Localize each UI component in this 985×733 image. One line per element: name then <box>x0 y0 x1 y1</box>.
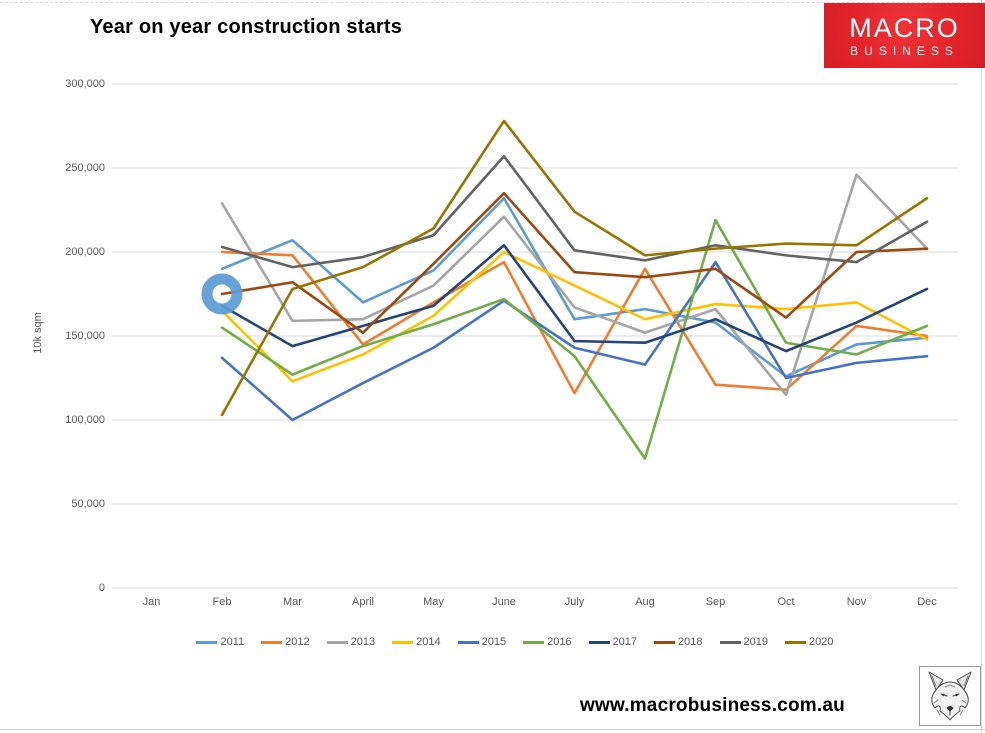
website-url[interactable]: www.macrobusiness.com.au <box>580 695 845 716</box>
legend-item-2012: 2012 <box>261 636 310 648</box>
x-tick-Sep: Sep <box>705 596 726 608</box>
frame-right-border <box>981 0 982 733</box>
wolf-head-icon <box>928 671 972 721</box>
x-tick-July: July <box>564 596 585 608</box>
legend-item-2017: 2017 <box>588 636 638 648</box>
legend-label-2013: 2013 <box>350 636 376 648</box>
x-tick-Oct: Oct <box>777 596 795 608</box>
y-tick-150,000: 150,000 <box>65 330 105 342</box>
frame-top-border <box>0 2 985 3</box>
x-tick-Nov: Nov <box>846 596 867 608</box>
legend-item-2013: 2013 <box>326 636 376 648</box>
series-line-2018 <box>220 191 929 334</box>
legend-label-2019: 2019 <box>743 636 769 648</box>
y-tick-250,000: 250,000 <box>65 162 105 174</box>
x-tick-Dec: Dec <box>917 596 937 608</box>
wolf-logo-frame <box>919 666 981 726</box>
x-tick-April: April <box>351 596 375 608</box>
series-line-2019 <box>220 154 929 269</box>
legend-label-2014: 2014 <box>416 636 441 648</box>
y-tick-200,000: 200,000 <box>65 246 105 258</box>
legend-label-2011: 2011 <box>220 636 245 648</box>
legend-label-2020: 2020 <box>809 636 834 648</box>
legend-item-2019: 2019 <box>719 636 769 648</box>
y-tick-300,000: 300,000 <box>65 78 105 90</box>
series-line-2011 <box>220 196 929 378</box>
series-line-2017 <box>220 243 929 353</box>
x-tick-Jan: Jan <box>142 596 161 608</box>
x-tick-Aug: Aug <box>635 596 655 608</box>
x-tick-June: June <box>492 596 516 608</box>
logo-text-macro: MACRO <box>849 12 960 43</box>
y-tick-0: 0 <box>98 582 105 594</box>
series-line-2014 <box>220 250 929 383</box>
legend-item-2018: 2018 <box>654 636 703 648</box>
legend-swatch-2018 <box>654 640 676 644</box>
legend-label-2017: 2017 <box>612 636 638 648</box>
highlight-circle-annotation <box>201 273 243 315</box>
legend-swatch-2013 <box>326 640 348 644</box>
frame-bottom-border <box>0 729 985 730</box>
legend-item-2014: 2014 <box>392 636 441 648</box>
logo-text-business: BUSINESS <box>850 43 959 58</box>
legend-swatch-2012 <box>261 640 283 644</box>
legend-item-2011: 2011 <box>196 636 244 648</box>
y-tick-100,000: 100,000 <box>65 414 105 426</box>
series-line-2020 <box>220 119 929 417</box>
legend-label-2015: 2015 <box>481 636 507 648</box>
series-line-2016 <box>220 218 929 460</box>
legend-swatch-2019 <box>719 640 741 644</box>
legend-swatch-2014 <box>392 640 414 644</box>
legend-swatch-2016 <box>523 640 545 644</box>
chart-title: Year on year construction starts <box>90 16 403 38</box>
series-line-2015 <box>220 260 929 422</box>
y-axis-title: 10k sqm <box>32 312 44 354</box>
legend-label-2018: 2018 <box>678 636 703 648</box>
macrobusiness-logo: MACRO BUSINESS <box>824 3 985 68</box>
chart-legend: 2011 2012 2013 2014 2015 2016 2017 2018 2019 2020 <box>45 636 985 648</box>
legend-item-2016: 2016 <box>523 636 572 648</box>
legend-label-2016: 2016 <box>547 636 572 648</box>
legend-item-2015: 2015 <box>457 636 507 648</box>
x-tick-Mar: Mar <box>283 596 302 608</box>
series-line-2013 <box>220 173 929 397</box>
y-tick-50,000: 50,000 <box>71 498 105 510</box>
x-tick-May: May <box>423 596 444 608</box>
legend-swatch-2017 <box>588 640 610 644</box>
legend-swatch-2011 <box>196 640 218 644</box>
legend-swatch-2015 <box>457 640 479 644</box>
legend-item-2020: 2020 <box>785 636 834 648</box>
x-tick-Feb: Feb <box>212 596 232 608</box>
legend-swatch-2020 <box>785 640 807 644</box>
legend-label-2012: 2012 <box>285 636 310 648</box>
